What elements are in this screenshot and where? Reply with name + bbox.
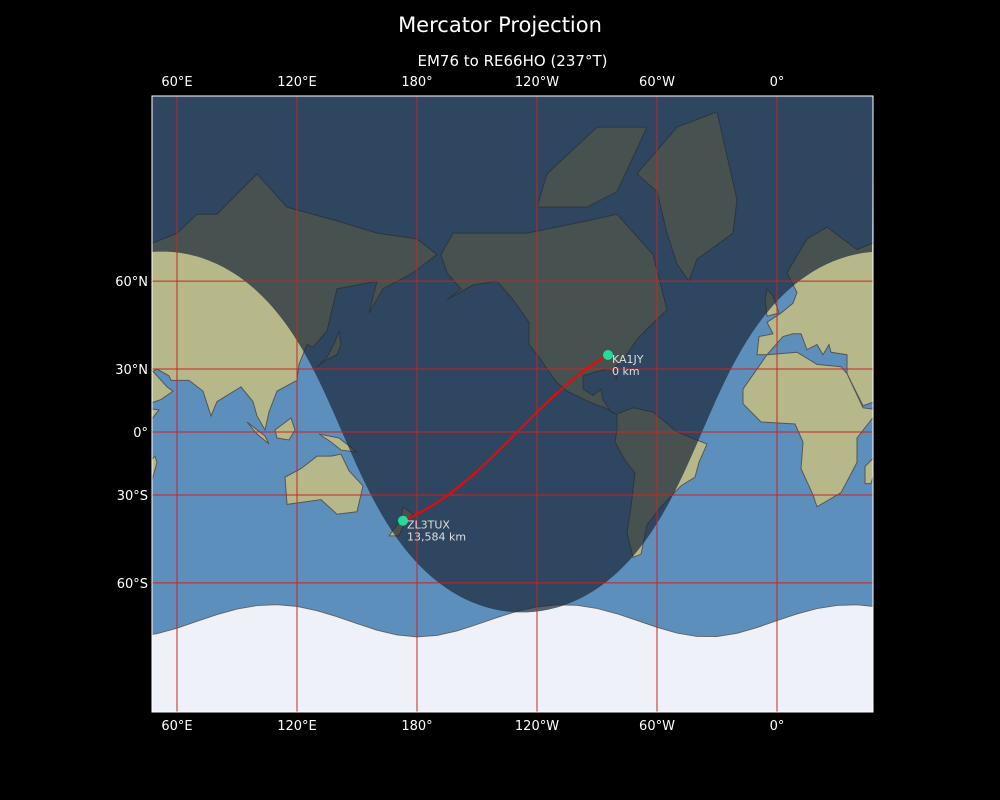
great-circle-path (402, 354, 609, 522)
figure-title: Mercator Projection (398, 13, 602, 37)
lat-tick-label: 0° (133, 426, 148, 441)
lon-tick-label-top: 120°E (277, 75, 317, 90)
map-subtitle: EM76 to RE66HO (237°T) (417, 52, 608, 70)
antarctica-landmass (152, 604, 873, 712)
night-shading (152, 96, 873, 613)
madagascar-landmass (864, 457, 873, 485)
lon-tick-label-bottom: 60°W (639, 719, 675, 734)
map-frame (151, 95, 874, 713)
station-callsign: KA1JY (612, 353, 644, 366)
lat-tick-label: 30°S (117, 489, 148, 504)
new-guinea-landmass (318, 433, 359, 453)
britain-landmass (45, 289, 59, 316)
borneo-landmass (995, 418, 1000, 440)
station-distance: 0 km (612, 365, 640, 378)
lat-tick-label: 30°N (115, 363, 148, 378)
sumatra-landmass (246, 421, 270, 445)
lon-tick-label-top: 0° (770, 75, 785, 90)
greenland-landmass (0, 112, 17, 281)
station-callsign: ZL3TUX (407, 519, 450, 532)
lon-tick-label-top: 60°E (161, 75, 192, 90)
lon-tick-label-bottom: 120°W (515, 719, 559, 734)
station-distance: 13,584 km (407, 531, 466, 544)
lon-tick-label-top: 120°W (515, 75, 559, 90)
sumatra-landmass (967, 422, 989, 444)
lat-tick-label: 60°N (115, 275, 148, 290)
station-marker (603, 349, 613, 360)
madagascar-landmass (152, 455, 158, 482)
lon-tick-label-top: 60°W (639, 75, 675, 90)
africa-landmass (742, 351, 873, 508)
lon-tick-label-bottom: 60°E (161, 719, 192, 734)
lon-tick-label-bottom: 180° (401, 719, 432, 734)
lat-tick-label: 60°S (117, 577, 148, 592)
station-marker (398, 515, 408, 526)
lon-tick-label-bottom: 0° (770, 719, 785, 734)
borneo-landmass (274, 417, 296, 441)
africa-landmass (152, 408, 160, 420)
australia-landmass (284, 453, 364, 515)
lon-tick-label-bottom: 120°E (277, 719, 317, 734)
lon-tick-label-top: 180° (401, 75, 432, 90)
